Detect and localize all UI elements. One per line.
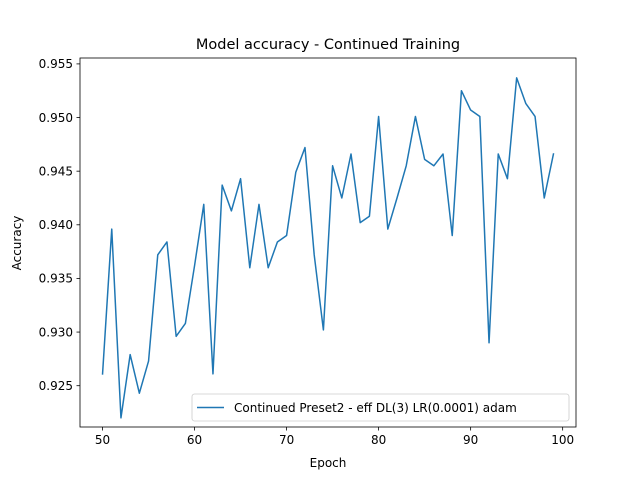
y-axis-label: Accuracy [10, 216, 24, 271]
plot-lines [101, 77, 555, 419]
legend-box [191, 393, 570, 422]
x-axis-label: Epoch [310, 456, 347, 470]
legend: Continued Preset2 - eff DL(3) LR(0.0001)… [191, 393, 570, 422]
x-tick-label: 90 [463, 433, 478, 447]
y-tick-label: 0.935 [39, 272, 73, 286]
y-tick-label: 0.950 [39, 111, 73, 125]
x-tick-label: 70 [279, 433, 294, 447]
chart-title: Model accuracy - Continued Training [196, 37, 460, 53]
y-tick-label: 0.955 [39, 57, 73, 71]
y-axis-ticks: 0.925 0.930 0.935 0.940 0.945 0.950 0.955 [39, 57, 80, 393]
legend-label: Continued Preset2 - eff DL(3) LR(0.0001)… [234, 401, 517, 415]
x-tick-label: 50 [95, 433, 110, 447]
plot-frame [79, 57, 577, 428]
y-tick-label: 0.930 [39, 325, 73, 339]
x-tick-label: 80 [371, 433, 386, 447]
y-tick-label: 0.940 [39, 218, 73, 232]
x-axis-ticks: 50 60 70 80 90 100 [95, 427, 574, 447]
x-tick-label: 60 [187, 433, 202, 447]
series-line [101, 77, 555, 419]
x-tick-label: 100 [551, 433, 574, 447]
y-tick-label: 0.925 [39, 379, 73, 393]
y-tick-label: 0.945 [39, 164, 73, 178]
